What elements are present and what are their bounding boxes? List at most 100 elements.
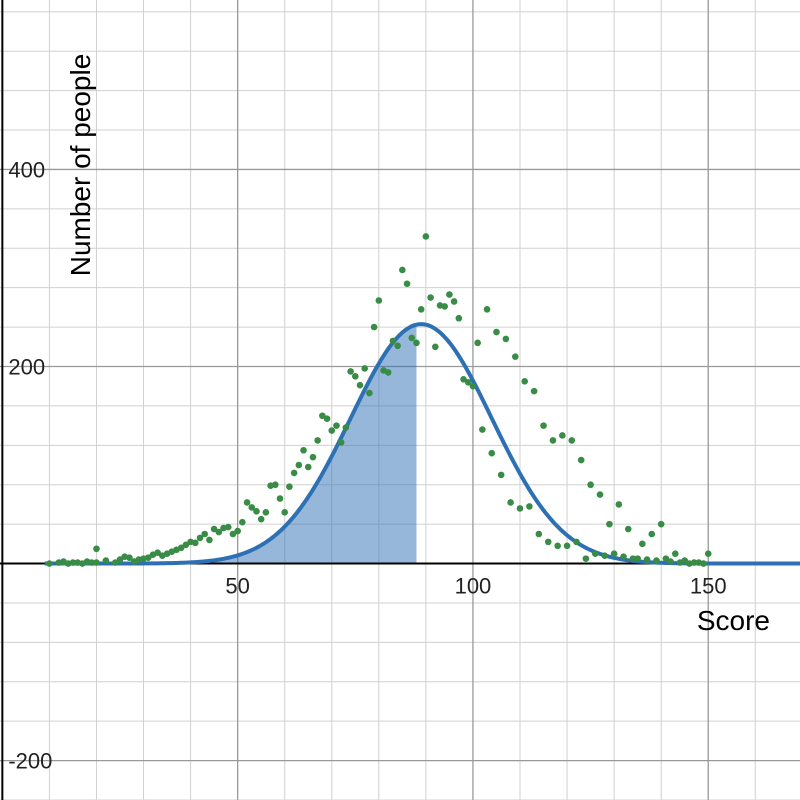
data-point (620, 553, 627, 560)
data-point (111, 559, 119, 566)
data-point (206, 536, 213, 544)
data-point (431, 343, 439, 351)
data-point (93, 559, 100, 566)
data-point (210, 525, 218, 533)
data-point (526, 503, 533, 510)
data-point (441, 303, 449, 310)
data-points (46, 233, 712, 567)
data-point (347, 368, 354, 375)
data-point (229, 530, 237, 538)
data-point (366, 389, 373, 397)
data-point (342, 424, 350, 431)
data-point (601, 552, 609, 559)
y-tick-label: 400 (8, 157, 45, 182)
x-tick-label: 100 (455, 574, 492, 599)
data-point (704, 550, 712, 557)
data-point (394, 342, 401, 350)
data-point (446, 291, 453, 298)
y-tick-label: -200 (8, 749, 52, 774)
data-point (455, 314, 463, 322)
data-point (653, 557, 660, 564)
data-point (479, 426, 486, 433)
data-point (549, 437, 557, 444)
data-point (530, 387, 538, 395)
data-point (276, 495, 284, 502)
data-point (568, 437, 576, 444)
data-point (483, 306, 491, 313)
data-point (559, 432, 566, 439)
data-point (544, 538, 552, 546)
data-point (464, 378, 472, 386)
data-point (262, 509, 270, 516)
y-axis-title: Number of people (65, 54, 96, 277)
x-tick-label: 50 (225, 574, 249, 599)
data-point (493, 328, 500, 336)
data-point (314, 437, 321, 444)
data-point (615, 501, 623, 508)
data-point (309, 453, 317, 461)
y-tick-labels: 400 200 -200 (8, 157, 52, 773)
data-point (596, 491, 604, 498)
data-point (507, 499, 514, 506)
data-point (253, 508, 260, 515)
data-point (427, 294, 434, 301)
data-point (488, 449, 496, 457)
data-point (624, 525, 632, 533)
x-axis-title: Score (697, 605, 770, 636)
data-point (639, 540, 646, 548)
data-point (384, 369, 392, 376)
data-point (629, 555, 637, 562)
data-point (116, 556, 124, 563)
data-point (408, 334, 416, 342)
data-point (648, 530, 656, 538)
data-point (215, 528, 223, 536)
data-point (375, 297, 383, 304)
data-point (300, 446, 307, 454)
data-point (563, 542, 571, 550)
data-point (286, 483, 293, 491)
data-point (224, 523, 232, 531)
data-point (681, 557, 689, 564)
data-point (521, 377, 529, 385)
data-point (69, 559, 77, 566)
data-point (413, 339, 420, 347)
data-point (516, 505, 524, 512)
data-point (304, 463, 312, 471)
data-point (577, 456, 585, 464)
data-point (196, 534, 204, 542)
data-point (102, 557, 110, 564)
data-point (606, 520, 613, 528)
shaded-area (44, 324, 417, 564)
data-point (234, 527, 241, 535)
data-point (144, 554, 152, 561)
data-point (361, 365, 369, 372)
data-point (182, 541, 190, 549)
data-point (610, 550, 618, 557)
data-point (243, 499, 251, 506)
data-point (662, 555, 670, 562)
data-point (671, 550, 679, 557)
data-point (587, 481, 594, 489)
data-point (422, 233, 430, 240)
data-point (319, 412, 326, 420)
data-point (469, 382, 477, 390)
data-point (271, 481, 279, 489)
data-point (667, 558, 674, 565)
data-point (700, 560, 707, 567)
data-point (356, 381, 364, 389)
y-tick-label: 200 (8, 355, 45, 380)
data-point (126, 554, 133, 561)
data-point (323, 415, 331, 423)
data-point (582, 555, 590, 562)
data-point (337, 439, 345, 446)
data-point (690, 559, 698, 566)
data-point (389, 337, 397, 345)
data-point (88, 559, 96, 566)
data-point (93, 545, 100, 553)
data-point (417, 306, 425, 313)
data-point (248, 504, 256, 511)
data-point (46, 560, 53, 567)
x-tick-label: 150 (690, 574, 727, 599)
